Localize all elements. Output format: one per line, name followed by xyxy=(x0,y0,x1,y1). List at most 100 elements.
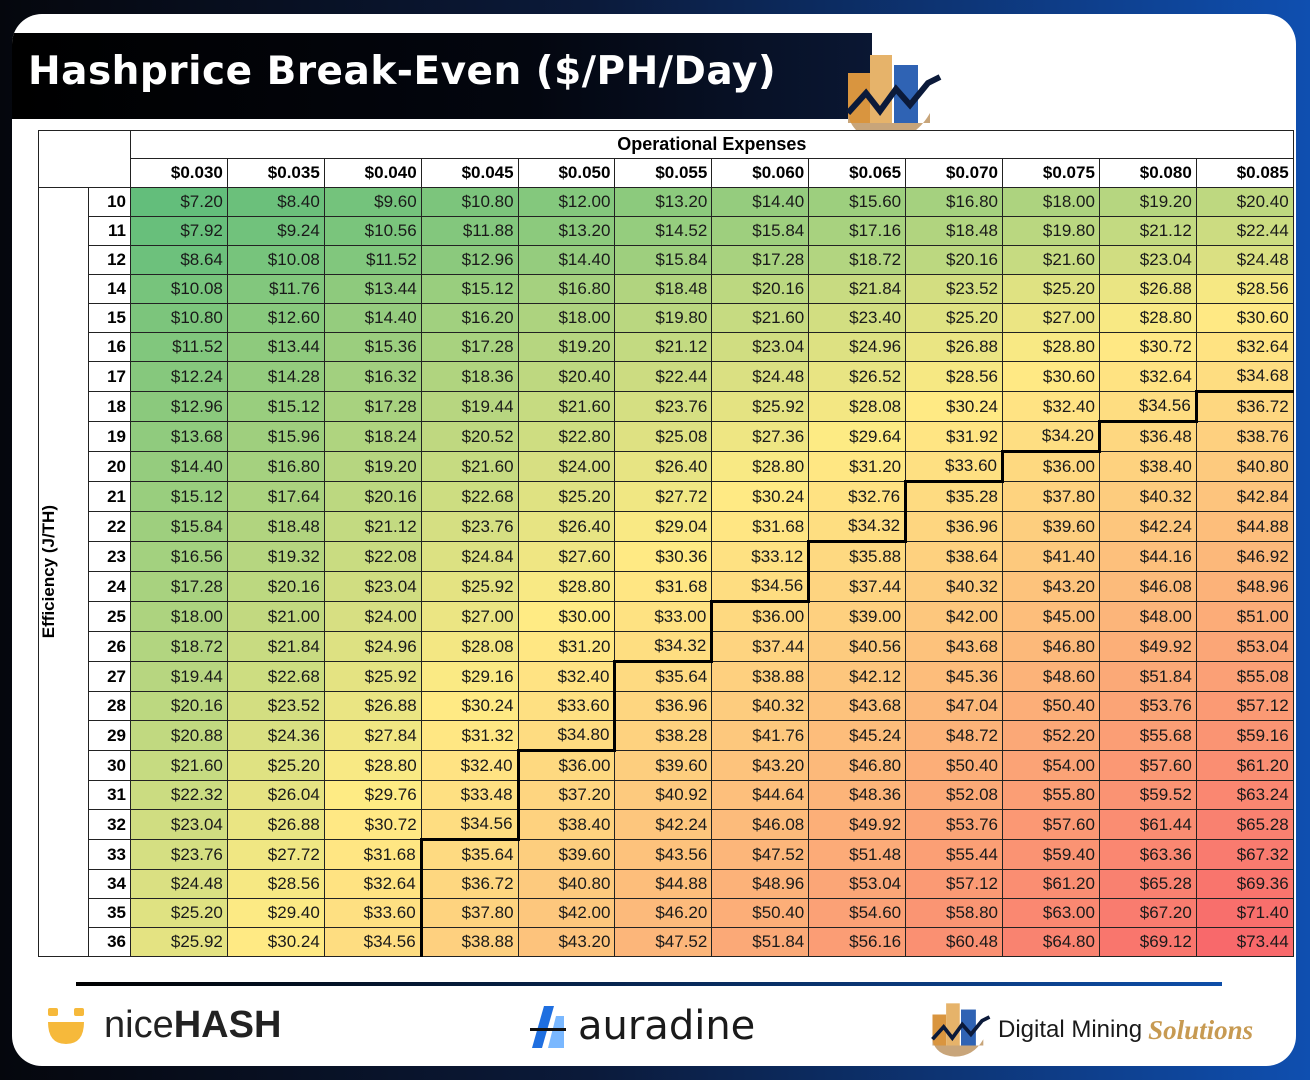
breakeven-cell: $26.04 xyxy=(226,780,325,810)
breakeven-cell: $16.20 xyxy=(420,303,519,333)
breakeven-cell: $13.44 xyxy=(226,332,325,362)
breakeven-cell: $43.68 xyxy=(905,631,1004,662)
breakeven-cell: $14.40 xyxy=(130,451,228,482)
breakeven-cell: $57.60 xyxy=(1098,750,1197,781)
breakeven-cell: $21.12 xyxy=(614,332,713,362)
breakeven-cell: $69.36 xyxy=(1195,869,1294,899)
breakeven-cell: $48.60 xyxy=(1002,661,1100,692)
breakeven-cell: $25.20 xyxy=(1002,274,1100,304)
breakeven-cell: $41.40 xyxy=(1002,541,1100,572)
nicehash-bold-text: HASH xyxy=(173,1004,282,1046)
breakeven-cell: $26.88 xyxy=(1098,274,1197,304)
efficiency-row-header: 18 xyxy=(88,391,131,422)
breakeven-cell: $42.24 xyxy=(614,809,713,840)
breakeven-cell: $36.96 xyxy=(613,691,713,721)
opex-column-header: $0.065 xyxy=(808,158,907,188)
breakeven-cell: $18.48 xyxy=(226,511,325,542)
digital-mining-solutions-logo: Digital Mining Solutions xyxy=(930,1000,1253,1060)
breakeven-cell: $42.00 xyxy=(517,898,616,928)
efficiency-row-header: 20 xyxy=(88,451,131,482)
breakeven-table: Operational Expenses $0.030 $0.035 $0.040 $… xyxy=(38,130,1294,957)
table-row: 27 $19.44 $22.68 $25.92 $29.16 $32.40 $35.64 $3… xyxy=(39,660,1294,692)
table-row: 28 $20.16 $23.52 $26.88 $30.24 $33.60 $36.96 $4… xyxy=(39,691,1294,721)
breakeven-cell: $26.88 xyxy=(226,809,325,840)
breakeven-cell: $13.68 xyxy=(130,421,228,452)
breakeven-cell: $18.72 xyxy=(130,631,228,662)
efficiency-row-header: 22 xyxy=(88,511,131,542)
opex-column-header: $0.035 xyxy=(226,158,325,188)
breakeven-cell: $19.80 xyxy=(1002,216,1100,246)
efficiency-row-header: 29 xyxy=(88,720,131,751)
breakeven-cell: $20.16 xyxy=(905,245,1004,275)
table-row: 34 $24.48 $28.56 $32.64 $36.72 $40.80 $44.88 $4… xyxy=(39,869,1294,899)
breakeven-cell: $12.60 xyxy=(226,303,325,333)
breakeven-cell: $21.60 xyxy=(1002,245,1100,275)
opex-column-header: $0.085 xyxy=(1195,158,1294,188)
nicehash-light-text: nice xyxy=(104,1004,174,1046)
breakeven-cell: $18.00 xyxy=(130,601,228,632)
breakeven-cell: $61.44 xyxy=(1098,809,1197,840)
table-row: 31 $22.32 $26.04 $29.76 $33.48 $37.20 $40.92 $4… xyxy=(39,780,1294,810)
breakeven-cell: $50.40 xyxy=(711,898,810,928)
breakeven-cell: $13.20 xyxy=(517,216,616,246)
table-row: 30 $21.60 $25.20 $28.80 $32.40 $36.00 $39.60 $4… xyxy=(39,749,1294,781)
breakeven-cell: $69.12 xyxy=(1098,927,1197,957)
breakeven-cell: $28.80 xyxy=(1002,332,1100,362)
table-row: 35 $25.20 $29.40 $33.60 $37.80 $42.00 $46.20 $5… xyxy=(39,898,1294,928)
breakeven-cell: $28.56 xyxy=(905,361,1004,392)
efficiency-label: Efficiency (J/TH) xyxy=(39,505,58,639)
breakeven-cell: $11.52 xyxy=(130,332,228,362)
breakeven-cell: $57.12 xyxy=(905,869,1004,899)
breakeven-cell: $47.52 xyxy=(711,839,810,870)
breakeven-cell: $11.88 xyxy=(420,216,519,246)
breakeven-cell: $23.76 xyxy=(420,511,519,542)
breakeven-cell: $19.80 xyxy=(614,303,713,333)
breakeven-cell: $21.12 xyxy=(1098,216,1197,246)
breakeven-cell: $25.20 xyxy=(130,898,228,928)
breakeven-cell: $46.08 xyxy=(711,809,810,840)
breakeven-cell: $32.64 xyxy=(323,869,422,899)
breakeven-cell: $23.52 xyxy=(905,274,1004,304)
efficiency-row-header: 36 xyxy=(88,927,131,957)
breakeven-cell: $64.80 xyxy=(1002,927,1100,957)
breakeven-cell: $31.68 xyxy=(323,839,422,870)
breakeven-cell: $42.00 xyxy=(905,601,1004,632)
efficiency-row-header: 25 xyxy=(88,601,131,632)
breakeven-cell: $17.16 xyxy=(808,216,907,246)
breakeven-cell: $32.40 xyxy=(1002,391,1100,422)
table-row: 12 $8.64 $10.08 $11.52 $12.96 $14.40 $15.84 $17… xyxy=(39,245,1294,275)
breakeven-cell: $21.84 xyxy=(226,631,325,662)
breakeven-cell: $34.56 xyxy=(711,571,810,602)
breakeven-cell: $9.24 xyxy=(226,216,325,246)
table-row: 36 $25.92 $30.24 $34.56 $38.88 $43.20 $47.52 $5… xyxy=(39,927,1294,957)
breakeven-cell: $22.80 xyxy=(517,421,616,452)
breakeven-cell: $31.20 xyxy=(808,451,907,482)
breakeven-cell: $33.60 xyxy=(905,451,1004,482)
table-row: 17 $12.24 $14.28 $16.32 $18.36 $20.40 $22.44 $2… xyxy=(39,361,1294,392)
breakeven-cell: $18.00 xyxy=(1002,187,1100,217)
breakeven-cell: $22.08 xyxy=(323,541,422,572)
breakeven-cell: $39.60 xyxy=(517,839,616,870)
efficiency-row-header: 14 xyxy=(88,274,131,304)
dms-accent-text: Solutions xyxy=(1148,1014,1254,1045)
breakeven-cell: $40.92 xyxy=(614,780,713,810)
table-row: 14 $10.08 $11.76 $13.44 $15.12 $16.80 $18.48 $2… xyxy=(39,274,1294,304)
breakeven-cell: $42.24 xyxy=(1098,511,1197,542)
breakeven-cell: $40.32 xyxy=(905,571,1004,602)
breakeven-cell: $51.00 xyxy=(1195,601,1294,632)
breakeven-cell: $24.36 xyxy=(226,720,325,751)
breakeven-cell: $26.88 xyxy=(323,691,422,721)
breakeven-cell: $52.20 xyxy=(1002,720,1100,751)
table-row: 22 $15.84 $18.48 $21.12 $23.76 $26.40 $29.04 $3… xyxy=(39,511,1294,542)
breakeven-cell: $16.32 xyxy=(323,361,422,392)
breakeven-cell: $15.84 xyxy=(711,216,810,246)
breakeven-cell: $34.80 xyxy=(517,720,616,751)
breakeven-cell: $17.64 xyxy=(226,481,325,512)
breakeven-cell: $48.00 xyxy=(1098,601,1197,632)
breakeven-cell: $36.96 xyxy=(904,511,1004,542)
breakeven-cell: $14.40 xyxy=(517,245,616,275)
breakeven-cell: $56.16 xyxy=(808,927,907,957)
breakeven-cell: $19.20 xyxy=(1098,187,1197,217)
breakeven-cell: $45.36 xyxy=(905,661,1004,692)
breakeven-cell: $10.80 xyxy=(420,187,519,217)
